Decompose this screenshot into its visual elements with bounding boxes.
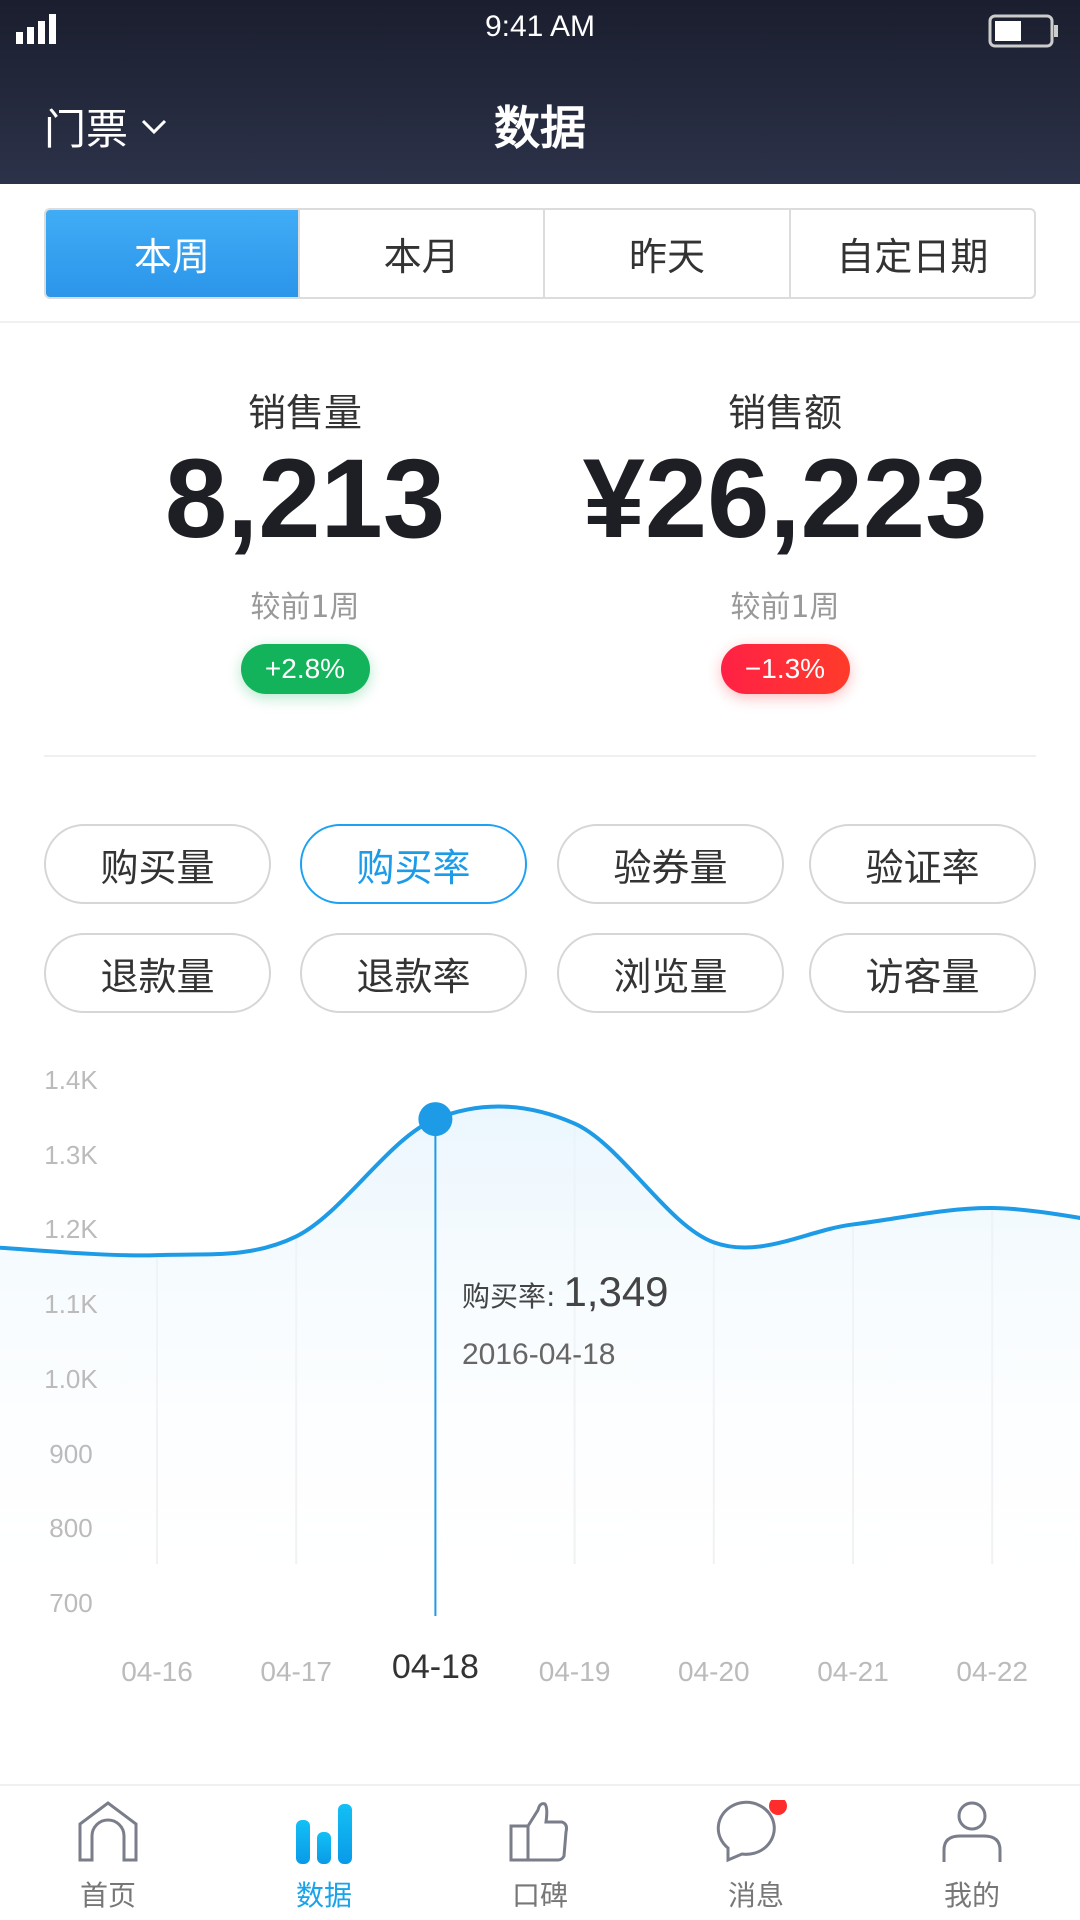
message-icon — [716, 1797, 787, 1863]
tab-label: 首页 — [79, 1879, 136, 1912]
page-title: 数据 — [494, 101, 586, 155]
x-tick-label[interactable]: 04-19 — [538, 1656, 611, 1687]
thumbs-up-icon — [509, 1802, 568, 1862]
category-label: 门票 — [44, 105, 129, 154]
data-point — [418, 1102, 453, 1137]
stat-label: 销售量 — [247, 391, 362, 435]
change-badge: +2.8% — [240, 644, 370, 695]
tab-this-month[interactable]: 本月 — [298, 210, 543, 297]
metric-chip[interactable]: 验券量 — [557, 824, 784, 904]
tab-label: 数据 — [295, 1879, 352, 1912]
tabbar-data[interactable]: 数据 — [216, 1800, 432, 1914]
signal-icon — [16, 14, 56, 44]
x-tick-label[interactable]: 04-20 — [677, 1656, 750, 1687]
x-tick-label[interactable]: 04-16 — [121, 1656, 193, 1687]
divider — [44, 755, 1036, 757]
x-tick-label[interactable]: 04-22 — [956, 1656, 1028, 1687]
metric-chip[interactable]: 购买率 — [300, 824, 527, 904]
notification-dot — [769, 1797, 787, 1815]
status-time: 9:41 AM — [484, 10, 596, 43]
y-tick-label: 1.0K — [44, 1363, 98, 1394]
tooltip: 购买率: 1,349 — [462, 1268, 669, 1316]
series-line — [0, 1104, 1080, 1258]
metric-chip[interactable]: 退款量 — [44, 933, 271, 1013]
tab-label: 我的 — [943, 1879, 1000, 1912]
y-tick-label: 700 — [49, 1588, 93, 1618]
x-tick-label[interactable]: 04-17 — [260, 1656, 332, 1687]
y-tick-label: 1.4K — [44, 1065, 98, 1095]
tabbar-reviews[interactable]: 口碑 — [432, 1800, 648, 1914]
tabbar-home[interactable]: 首页 — [0, 1800, 216, 1914]
tabbar-divider — [0, 1784, 1080, 1786]
stat-sales-amount: 销售额 ¥26,223 较前1周 −1.3% — [545, 382, 1025, 695]
metric-chip[interactable]: 验证率 — [809, 824, 1036, 904]
tab-this-week[interactable]: 本周 — [46, 210, 298, 297]
y-tick-label: 1.3K — [44, 1139, 98, 1170]
tooltip-date: 2016-04-18 — [462, 1338, 616, 1371]
stat-compare: 较前1周 — [250, 590, 360, 626]
x-tick-label[interactable]: 04-21 — [817, 1656, 889, 1687]
line-chart — [0, 1102, 1080, 1624]
home-icon — [78, 1801, 138, 1862]
tabbar-me[interactable]: 我的 — [864, 1800, 1080, 1914]
tab-custom-date[interactable]: 自定日期 — [788, 210, 1034, 297]
header: 9:41 AM 门票 数据 — [0, 0, 1080, 184]
stat-compare: 较前1周 — [730, 590, 840, 626]
metric-chip[interactable]: 访客量 — [809, 933, 1036, 1013]
bar-chart-icon — [296, 1804, 352, 1864]
tab-yesterday[interactable]: 昨天 — [543, 210, 788, 297]
tooltip-value: 1,349 — [563, 1268, 669, 1315]
stat-sales-volume: 销售量 8,213 较前1周 +2.8% — [65, 382, 545, 695]
y-tick-label: 1.1K — [44, 1289, 98, 1320]
x-tick-label[interactable]: 04-18 — [391, 1648, 479, 1686]
chevron-down-icon — [141, 119, 167, 134]
tabbar-messages[interactable]: 消息 — [648, 1797, 864, 1914]
metric-chip[interactable]: 购买量 — [44, 824, 271, 904]
metric-chip[interactable]: 浏览量 — [557, 933, 784, 1013]
y-tick-label: 800 — [49, 1513, 93, 1544]
period-tabs: 本周 本月 昨天 自定日期 — [44, 208, 1036, 299]
tab-label: 口碑 — [511, 1879, 568, 1912]
stat-value: 8,213 — [164, 436, 446, 561]
category-dropdown[interactable]: 门票 — [44, 96, 168, 157]
y-tick-label: 1.2K — [44, 1214, 98, 1245]
change-badge: −1.3% — [720, 644, 850, 695]
tooltip-label: 购买率: — [462, 1280, 556, 1313]
divider — [0, 321, 1080, 323]
battery-icon — [988, 14, 1058, 48]
user-icon — [942, 1801, 1002, 1862]
stat-label: 销售额 — [727, 391, 842, 435]
metric-chip[interactable]: 退款率 — [300, 933, 527, 1013]
y-tick-label: 900 — [49, 1438, 93, 1469]
stat-value: ¥26,223 — [582, 436, 988, 561]
tab-label: 消息 — [727, 1879, 784, 1912]
